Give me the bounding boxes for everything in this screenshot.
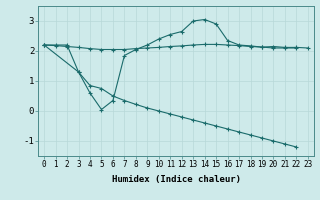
X-axis label: Humidex (Indice chaleur): Humidex (Indice chaleur) [111,175,241,184]
